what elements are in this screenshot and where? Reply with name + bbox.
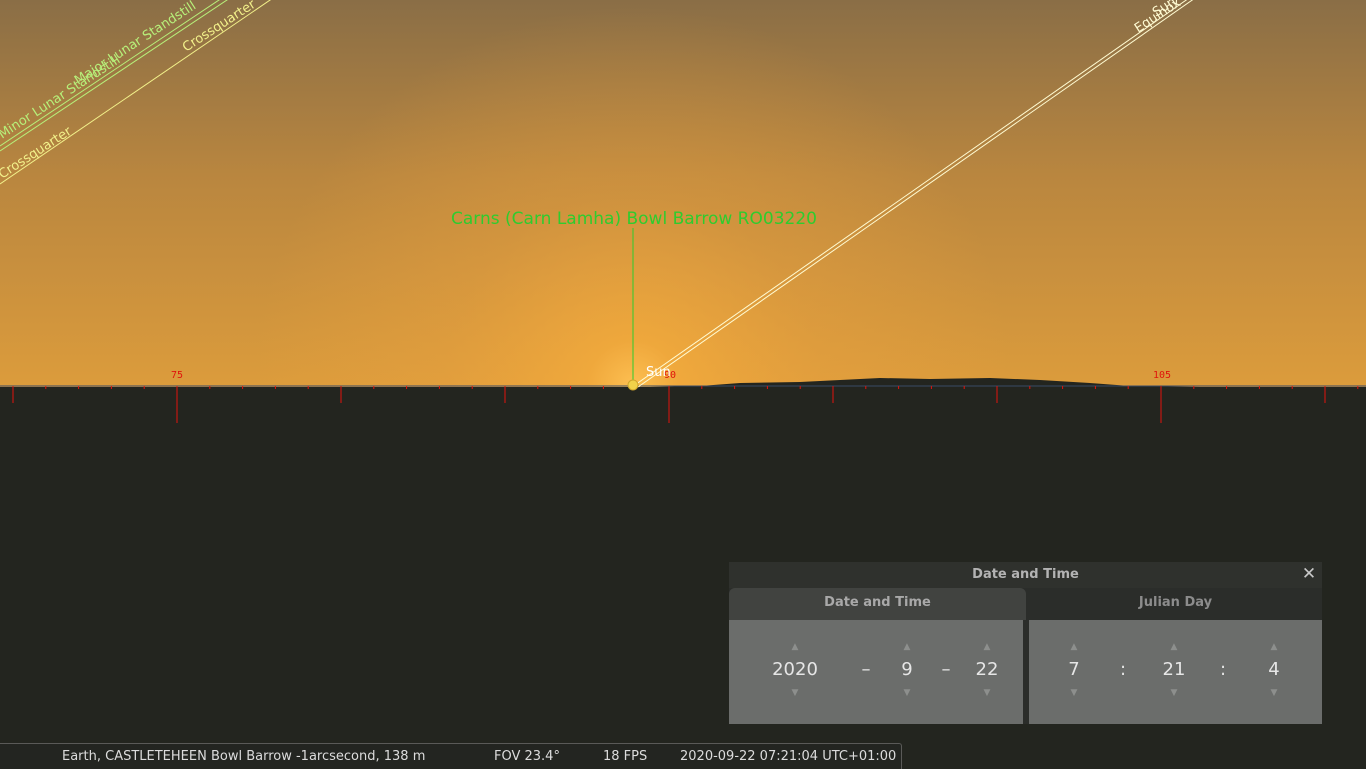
second-value[interactable]: 4 xyxy=(1268,659,1280,680)
azimuth-label-105: 105 xyxy=(1153,370,1171,381)
hour-down-arrow-icon[interactable]: ▼ xyxy=(1070,688,1078,698)
sun-disk[interactable] xyxy=(627,379,639,391)
second-up-arrow-icon[interactable]: ▲ xyxy=(1270,642,1278,652)
hour-up-arrow-icon[interactable]: ▲ xyxy=(1070,642,1078,652)
equinox-line xyxy=(631,0,1188,388)
month-spinbox[interactable]: ▲ 9 ▼ xyxy=(887,640,927,700)
day-up-arrow-icon[interactable]: ▲ xyxy=(983,642,991,652)
minute-spinbox[interactable]: ▲ 21 ▼ xyxy=(1154,640,1194,700)
second-down-arrow-icon[interactable]: ▼ xyxy=(1270,688,1278,698)
status-bar: Earth, CASTLETEHEEN Bowl Barrow -1arcsec… xyxy=(0,743,902,769)
second-spinbox[interactable]: ▲ 4 ▼ xyxy=(1254,640,1294,700)
dialog-title: Date and Time xyxy=(729,562,1322,588)
minute-up-arrow-icon[interactable]: ▲ xyxy=(1170,642,1178,652)
month-down-arrow-icon[interactable]: ▼ xyxy=(903,688,911,698)
time-panel: ▲ 7 ▼ : ▲ 21 ▼ : ▲ 4 ▼ xyxy=(1029,620,1322,724)
sun-line xyxy=(637,0,1194,388)
tab-date-and-time[interactable]: Date and Time xyxy=(729,588,1026,620)
fov-text: FOV 23.4° xyxy=(494,749,560,764)
azimuth-grid xyxy=(12,386,1359,423)
location-text: Earth, CASTLETEHEEN Bowl Barrow -1arcsec… xyxy=(62,749,426,764)
date-panel: ▲ 2020 ▼ – ▲ 9 ▼ – ▲ 22 ▼ xyxy=(729,620,1023,724)
date-separator: – xyxy=(941,659,951,680)
date-time-dialog: Date and Time ✕ Date and Time Julian Day… xyxy=(729,562,1322,724)
date-separator: – xyxy=(861,659,871,680)
month-value[interactable]: 9 xyxy=(901,659,913,680)
hour-spinbox[interactable]: ▲ 7 ▼ xyxy=(1054,640,1094,700)
landmark-label[interactable]: Carns (Carn Lamha) Bowl Barrow RO03220 xyxy=(451,209,817,229)
major-lunar-standstill-line xyxy=(0,0,228,152)
minute-value[interactable]: 21 xyxy=(1162,659,1186,680)
day-value[interactable]: 22 xyxy=(975,659,999,680)
year-spinbox[interactable]: ▲ 2020 ▼ xyxy=(765,640,825,700)
time-separator: : xyxy=(1119,659,1127,680)
azimuth-label-90: 90 xyxy=(664,370,676,381)
year-up-arrow-icon[interactable]: ▲ xyxy=(791,642,799,652)
time-separator: : xyxy=(1219,659,1227,680)
sun-glow xyxy=(0,0,1366,388)
day-spinbox[interactable]: ▲ 22 ▼ xyxy=(967,640,1007,700)
tab-julian-day[interactable]: Julian Day xyxy=(1029,588,1322,620)
datetime-text: 2020-09-22 07:21:04 UTC+01:00 xyxy=(680,749,897,764)
minor-lunar-standstill-line xyxy=(0,0,220,147)
year-down-arrow-icon[interactable]: ▼ xyxy=(791,688,799,698)
azimuth-label-75: 75 xyxy=(171,370,183,381)
month-up-arrow-icon[interactable]: ▲ xyxy=(903,642,911,652)
fps-text: 18 FPS xyxy=(603,749,648,764)
day-down-arrow-icon[interactable]: ▼ xyxy=(983,688,991,698)
minute-down-arrow-icon[interactable]: ▼ xyxy=(1170,688,1178,698)
hour-value[interactable]: 7 xyxy=(1068,659,1080,680)
year-value[interactable]: 2020 xyxy=(772,659,818,680)
sun-label: Sun xyxy=(646,365,671,380)
crossquarter-line xyxy=(0,0,272,185)
close-icon[interactable]: ✕ xyxy=(1301,564,1317,584)
